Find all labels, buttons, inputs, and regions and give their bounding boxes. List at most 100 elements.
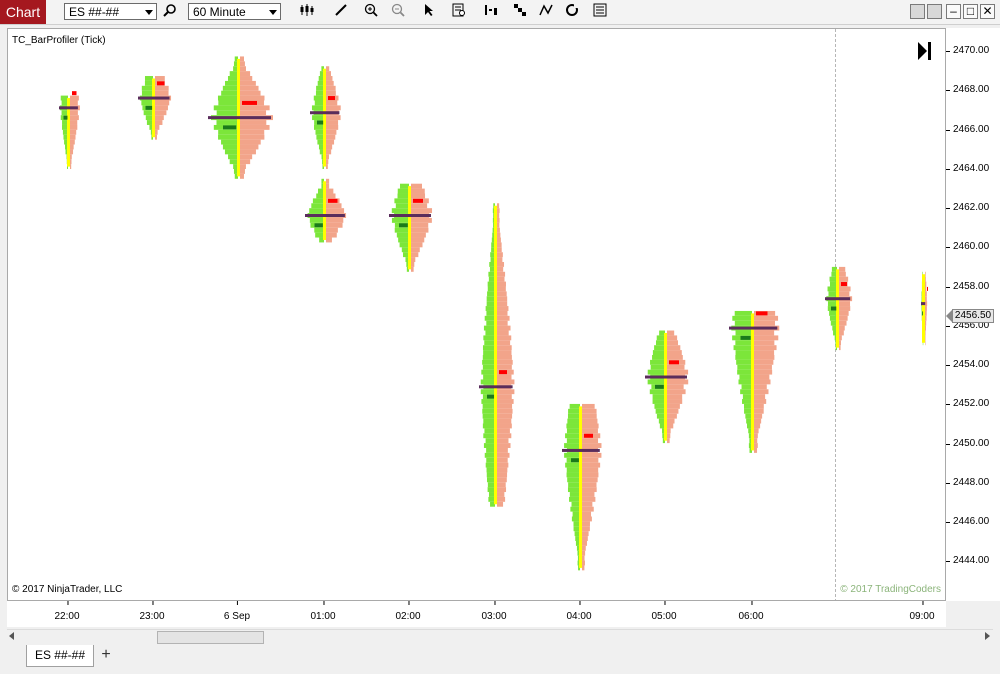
profile-sell-volume: [326, 120, 339, 125]
profile-sell-volume: [497, 413, 513, 419]
reload-icon[interactable]: [563, 3, 581, 21]
profile-sell-volume: [497, 296, 508, 302]
profile-buy-volume: [141, 90, 153, 96]
chart-panel[interactable]: TC_BarProfiler (Tick) © 2017 NinjaTrader…: [7, 28, 946, 601]
profile-buy-volume: [738, 379, 752, 385]
zoom-in-icon[interactable]: [362, 3, 380, 21]
scroll-right-icon[interactable]: [985, 632, 990, 640]
profile-buy-volume: [735, 354, 752, 360]
profile-buy-volume: [482, 359, 495, 365]
time-tick: 09:00: [909, 601, 935, 622]
instrument-selector[interactable]: ES ##-##: [64, 3, 157, 20]
chart-window-tab[interactable]: Chart: [0, 0, 46, 24]
profile-sell-volume: [326, 164, 328, 170]
pointer-icon[interactable]: [420, 3, 438, 21]
profile-sell-volume: [240, 80, 256, 86]
profile-sell-volume: [497, 281, 506, 287]
strategies-icon[interactable]: [511, 3, 529, 21]
properties-icon[interactable]: [591, 3, 609, 21]
profile-buy-volume: [229, 159, 238, 165]
profile-buy-volume: [744, 408, 752, 414]
profile-sell-volume: [70, 120, 78, 125]
profile-sell-volume: [667, 354, 683, 360]
profile-sell-volume: [497, 208, 500, 214]
tab-es[interactable]: ES ##-##: [26, 645, 94, 667]
profile-buy-volume: [662, 428, 665, 434]
horizontal-scrollbar[interactable]: [7, 629, 993, 644]
profile-sell-volume: [925, 320, 927, 326]
profile-buy-volume: [224, 149, 238, 155]
instrument-link-button[interactable]: [927, 4, 942, 19]
profile-buy-volume: [486, 447, 495, 453]
profile-sell-volume: [497, 301, 508, 307]
profile-buy-volume: [484, 428, 495, 434]
profile-sell-volume: [497, 340, 511, 346]
profile-sell-volume: [411, 222, 429, 228]
close-button[interactable]: ✕: [980, 4, 995, 19]
interval-selector[interactable]: 60 Minute: [188, 3, 281, 20]
profile-buy-volume: [483, 350, 495, 355]
profile-sell-volume: [754, 384, 767, 390]
profile-sell-volume: [240, 95, 265, 101]
profile-sell-volume: [839, 286, 851, 292]
profile-sell-volume: [411, 217, 432, 223]
profile-sell-volume: [497, 403, 513, 409]
profile-poc-line: [389, 214, 431, 218]
scroll-thumb[interactable]: [157, 631, 264, 644]
profile-buy-volume: [233, 164, 238, 170]
profile-buy-volume: [316, 85, 324, 91]
profile-sell-volume: [925, 335, 926, 341]
profile-sell-volume: [326, 66, 330, 72]
maximize-button[interactable]: □: [963, 4, 978, 19]
profile-sell-volume: [497, 271, 506, 277]
profile-buy-volume: [737, 369, 752, 375]
maximize-icon: □: [966, 4, 975, 18]
time-axis[interactable]: 22:00 23:00 6 Sep 01:00 02:00 03:00 04:00 05:00…: [7, 601, 946, 627]
profile-buy-volume: [831, 266, 837, 272]
profile-buy-volume: [489, 266, 495, 272]
drawing-tools-icon[interactable]: [537, 3, 555, 21]
profile-sell-volume: [839, 301, 851, 307]
minimize-button[interactable]: –: [946, 4, 961, 19]
profile-buy-volume: [60, 95, 68, 101]
profile-sell-volume: [70, 134, 76, 140]
profile-sell-volume: [326, 90, 336, 96]
profile-sell-volume: [155, 85, 169, 91]
data-box-icon[interactable]: [450, 3, 468, 21]
profile-buy-volume: [317, 139, 324, 145]
profile-sell-volume: [925, 315, 927, 321]
profile-sell-volume: [70, 164, 72, 170]
profile-buy-volume: [578, 565, 580, 571]
indicators-icon[interactable]: [482, 3, 500, 21]
profile-sell-volume: [582, 550, 586, 556]
profile-sell-volume: [497, 232, 501, 238]
add-tab-button[interactable]: +: [101, 646, 111, 663]
price-axis[interactable]: 2470.00 2468.00 2466.00 2464.00 2462.00 2460.…: [946, 28, 1000, 601]
link-button[interactable]: [910, 4, 925, 19]
pencil-icon[interactable]: [332, 3, 350, 21]
scroll-left-icon[interactable]: [9, 632, 14, 640]
profile-sell-volume: [754, 428, 759, 434]
profile-buy-volume: [737, 364, 752, 370]
profile-sell-volume: [240, 144, 259, 150]
search-icon[interactable]: [161, 3, 179, 21]
profile-sell-volume: [839, 320, 847, 326]
zoom-out-icon[interactable]: [389, 3, 407, 21]
profile-sell-volume: [497, 408, 513, 414]
profile-buy-volume: [743, 403, 752, 409]
profile-buy-volume: [486, 310, 495, 316]
sell-imbalance-mark: [328, 96, 335, 101]
profile-buy-volume: [141, 85, 153, 91]
profile-sell-volume: [326, 85, 336, 91]
profile-sell-volume: [240, 164, 246, 170]
profile-buy-volume: [321, 178, 324, 184]
profile-buy-volume: [316, 193, 324, 199]
profile-buy-volume: [652, 399, 665, 404]
bar-style-icon[interactable]: [298, 3, 316, 21]
profile-sell-volume: [582, 403, 595, 409]
scroll-to-end-icon[interactable]: [918, 42, 932, 60]
profile-buy-volume: [225, 80, 238, 86]
profile-sell-volume: [240, 154, 253, 160]
profile-buy-volume: [566, 438, 580, 444]
profile-buy-volume: [216, 120, 238, 125]
